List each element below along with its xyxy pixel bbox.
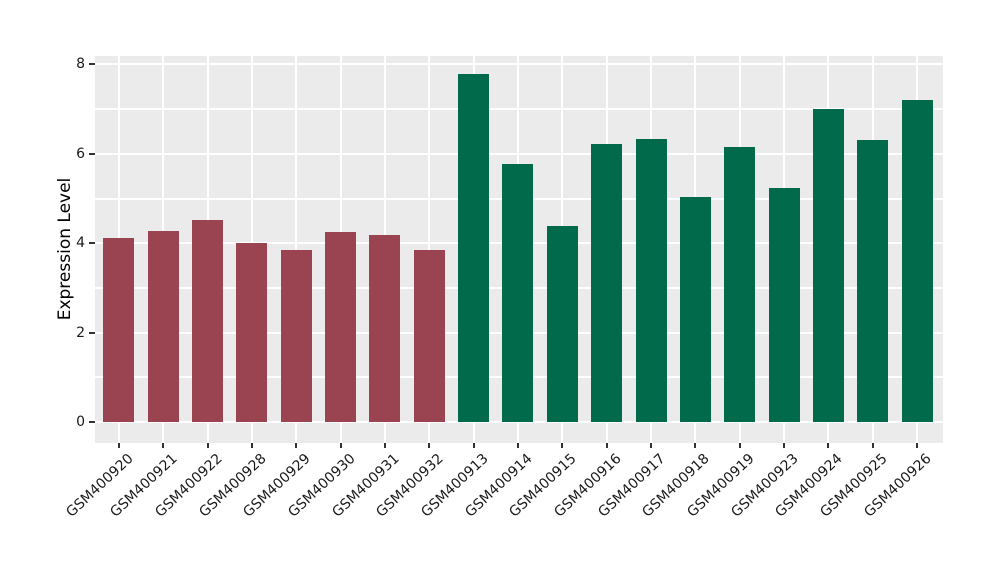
x-tick-mark: [516, 443, 519, 448]
x-tick-mark: [738, 443, 741, 448]
plot-panel: 0 2 4 6 8 GSM400920 GSM400921 GSM400922 GSM40092…: [63, 56, 943, 521]
bar-gsm400932: [413, 250, 445, 422]
bar-gsm400926: [901, 99, 933, 422]
x-tick-mark: [561, 443, 564, 448]
x-tick-mark: [117, 443, 120, 448]
gridline-horizontal: [95, 108, 943, 111]
x-tick-mark: [650, 443, 652, 448]
gridline-horizontal: [95, 421, 943, 423]
x-tick-mark: [206, 443, 209, 448]
bar-gsm400919: [724, 147, 756, 422]
bar-gsm400924: [812, 109, 844, 422]
bar-gsm400923: [768, 188, 800, 422]
bar-gsm400921: [147, 230, 179, 422]
bar-gsm400914: [502, 163, 534, 422]
bar-gsm400929: [280, 250, 312, 422]
x-tick-mark: [383, 443, 386, 448]
bar-gsm400928: [236, 242, 268, 422]
y-tick-mark: [89, 331, 95, 334]
bar-gsm400915: [546, 226, 578, 422]
gridline-vertical: [428, 56, 431, 443]
bar-gsm400930: [325, 231, 357, 422]
y-tick-label: 0: [76, 414, 85, 430]
x-tick-mark: [162, 443, 165, 448]
y-tick-mark: [89, 63, 95, 66]
x-tick-mark: [428, 443, 431, 448]
x-tick-mark: [916, 443, 919, 448]
bar-gsm400913: [458, 73, 490, 422]
bar-gsm400925: [857, 140, 889, 422]
y-tick-label: 6: [76, 145, 85, 162]
x-tick-mark: [694, 443, 697, 448]
y-tick-mark: [89, 242, 95, 245]
y-tick-label: 8: [76, 56, 85, 73]
gridline-vertical: [295, 56, 298, 443]
gridline-horizontal: [95, 63, 943, 66]
x-tick-mark: [827, 443, 830, 448]
bar-gsm400917: [635, 138, 667, 422]
bar-gsm400931: [369, 235, 401, 422]
gridline-horizontal: [95, 152, 943, 155]
x-tick-mark: [871, 443, 874, 448]
bar-gsm400920: [103, 237, 135, 422]
bar-gsm400922: [192, 219, 223, 422]
y-tick-mark: [89, 421, 95, 423]
y-tick-label: 2: [76, 324, 85, 341]
bar-gsm400918: [679, 197, 711, 422]
x-tick-mark: [339, 443, 342, 448]
y-tick-mark: [89, 152, 95, 155]
x-tick-mark: [250, 443, 253, 448]
bar-gsm400916: [591, 143, 623, 422]
x-tick-mark: [783, 443, 786, 448]
x-tick-mark: [295, 443, 298, 448]
x-tick-mark: [472, 443, 475, 448]
y-tick-label: 4: [76, 235, 85, 252]
x-tick-mark: [605, 443, 608, 448]
